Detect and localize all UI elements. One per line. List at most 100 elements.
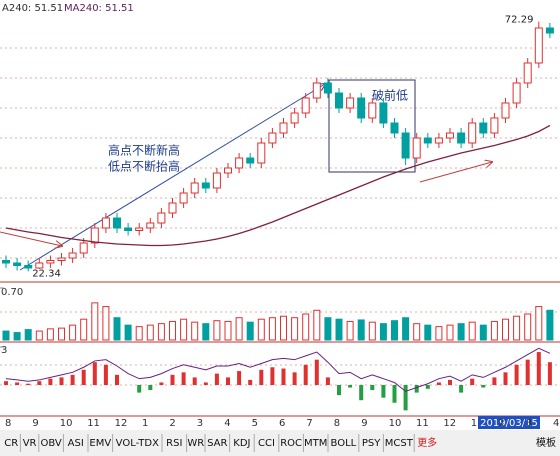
macd-bar [547, 362, 552, 385]
volume-bar [513, 315, 521, 341]
dif-line [5, 347, 551, 392]
macd-bar [292, 372, 297, 385]
macd-bar [159, 382, 164, 385]
macd-bar [459, 385, 464, 393]
volume-bar [35, 330, 43, 341]
candle-body [146, 222, 155, 229]
volume-bar [424, 324, 432, 341]
macd-bar [414, 385, 419, 393]
tab[interactable]: VOL-TDX [116, 438, 159, 449]
macd-bar [337, 385, 341, 396]
volume-bar [191, 321, 199, 341]
volume-bar [69, 324, 77, 341]
candle-body [24, 265, 33, 269]
annotation: 低点不断抬高 [108, 159, 180, 174]
candle-body [346, 97, 355, 109]
macd-bar [37, 381, 42, 385]
tab[interactable]: 模板 [536, 436, 556, 449]
volume-bar [535, 306, 543, 341]
macd-bar [15, 382, 20, 385]
tab[interactable]: OBV [40, 438, 61, 449]
candle-body [235, 157, 244, 169]
tab[interactable]: 更多 [417, 436, 437, 449]
x-tick-label: 9 [361, 418, 367, 429]
candle-body [301, 97, 310, 114]
x-tick-label: 1 [142, 418, 148, 429]
tab[interactable]: WR [187, 438, 204, 449]
macd-bar [81, 369, 86, 385]
macd-bar [348, 385, 353, 388]
macd-bar [425, 385, 430, 389]
tab[interactable]: ASI [68, 438, 84, 449]
tab[interactable]: VR [23, 438, 37, 449]
tab[interactable]: BOLL [331, 438, 357, 449]
candle-body [412, 137, 421, 159]
candle-body [68, 252, 77, 259]
candle-body [113, 217, 121, 229]
volume-bar [457, 323, 465, 341]
volume-bar [91, 302, 99, 341]
trend-line [19, 84, 325, 271]
volume-bar [479, 324, 487, 341]
x-tick-label: 4 [553, 418, 559, 429]
macd-bar [536, 352, 541, 385]
macd-bar [281, 368, 286, 385]
volume-bar [46, 328, 54, 341]
macd-bar [203, 382, 208, 385]
volume-bar [291, 317, 299, 341]
volume-bar [157, 323, 165, 341]
tab[interactable]: ROC [280, 438, 302, 449]
volume-bar [368, 321, 376, 341]
high-label: 72.29 [505, 15, 534, 26]
candle-body [35, 262, 44, 269]
x-tick-label: 5 [252, 418, 258, 429]
x-tick-label: 8 [334, 418, 340, 429]
tab[interactable]: MCST [385, 438, 414, 449]
tab[interactable]: RSI [166, 438, 182, 449]
x-tick-label: 11 [416, 418, 429, 429]
macd-bar [70, 374, 75, 385]
tab[interactable]: CR [4, 438, 18, 449]
macd-bar [59, 377, 64, 385]
grid [0, 47, 560, 386]
x-tick-label: 2 [169, 418, 175, 429]
candle-body [434, 137, 443, 144]
volume-bar [357, 319, 365, 341]
tab[interactable]: KDJ [233, 438, 250, 449]
volume-bar [335, 318, 343, 341]
volume-bar [346, 320, 354, 341]
macd-bar [492, 377, 497, 385]
macd-bar [226, 377, 230, 385]
macd-bar [92, 362, 97, 385]
volume-bar [280, 315, 287, 341]
volume-bar [146, 324, 154, 341]
tab[interactable]: SAR [207, 438, 227, 449]
tab[interactable]: MTM [304, 438, 327, 449]
macd-bar [481, 385, 486, 388]
candle-body [401, 132, 410, 159]
candle-body [246, 157, 255, 164]
tab[interactable]: PSY [362, 438, 381, 449]
macd-bar [170, 374, 175, 385]
tab[interactable]: CCI [258, 438, 275, 449]
volume-bar [402, 317, 410, 341]
x-tick-label: 1 [471, 418, 477, 429]
candle-body [423, 137, 432, 144]
macd-bar [503, 372, 508, 385]
macd-bar [4, 381, 8, 385]
tab[interactable]: EMV [89, 438, 111, 449]
x-tick-label: 10 [389, 418, 402, 429]
macd-bar [359, 385, 364, 401]
macd-bar [448, 379, 452, 385]
x-tick-label: 6 [279, 418, 285, 429]
candle-body [368, 102, 377, 119]
candle-body [279, 122, 288, 134]
candle-body [312, 82, 321, 99]
macd-bar [392, 385, 397, 403]
volume-bar [24, 329, 32, 341]
volume-bar [502, 318, 509, 341]
volume-bar [80, 318, 88, 341]
macd-bar [381, 385, 386, 398]
x-tick-label: 12 [115, 418, 128, 429]
